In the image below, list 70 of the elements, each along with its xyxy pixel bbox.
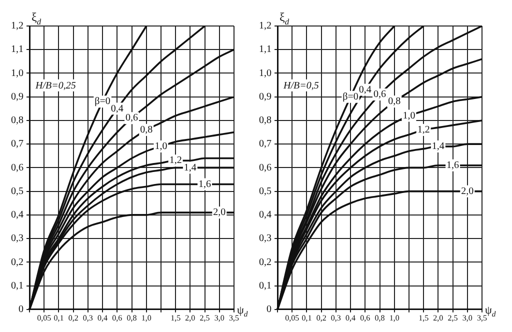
x-tick-label: 3,5 <box>477 313 487 322</box>
x-tick-label: 2,5 <box>200 313 210 322</box>
x-tick-label: 0,8 <box>374 313 385 322</box>
y-tick-label: 1,2 <box>11 20 24 32</box>
x-tick-label: 1,5 <box>418 313 429 322</box>
series-label: 1,4 <box>432 141 444 152</box>
series-label: 0,8 <box>388 96 401 108</box>
x-tick-label: 3,0 <box>214 313 224 322</box>
y-tick-label: 0,8 <box>259 115 272 126</box>
series-label: 1,4 <box>184 162 196 174</box>
series-label: 2,0 <box>213 207 226 218</box>
y-tick-label: 1,2 <box>259 20 272 32</box>
y-tick-label: 1,1 <box>11 44 24 56</box>
y-tick-label: 0,9 <box>11 91 24 102</box>
x-tick-label: 0,1 <box>54 313 64 322</box>
x-tick-label: 0,8 <box>126 313 137 322</box>
annotation: H/B=0,25 <box>34 80 76 92</box>
series-label: 0,4 <box>110 103 124 114</box>
x-tick-label: 0,2 <box>68 313 78 322</box>
series-label: 2,0 <box>461 186 474 197</box>
y-tick-label: 0,2 <box>11 256 24 268</box>
series-label: 0,6 <box>126 112 138 124</box>
y-tick-label: 0,5 <box>259 186 272 197</box>
x-tick-label: 1,0 <box>141 313 152 322</box>
y-tick-label: 0,1 <box>11 280 24 292</box>
y-tick-label: 0,6 <box>259 162 272 174</box>
x-tick-label: 2,0 <box>433 313 444 322</box>
series-label: 0,4 <box>358 84 372 96</box>
x-tick-label: 0,3 <box>82 313 93 322</box>
y-tick-label: 0,6 <box>11 162 24 174</box>
y-tick-label: 0,4 <box>11 210 24 221</box>
x-tick-label: 0,1 <box>302 313 312 322</box>
x-tick-label: 0,6 <box>360 313 370 322</box>
x-tick-label: 0,2 <box>316 313 326 322</box>
y-tick-label: 0,8 <box>11 115 24 126</box>
y-tick-label: 0,1 <box>259 280 272 292</box>
series-label: 0,8 <box>140 124 153 136</box>
y-tick-label: 0,7 <box>259 138 272 150</box>
y-tick-label: 0,3 <box>11 233 24 244</box>
y-tick-label: 1,0 <box>259 68 272 79</box>
x-tick-label: 2,5 <box>448 313 458 322</box>
x-tick-label: 0,3 <box>330 313 341 322</box>
x-tick-label: 0,05 <box>285 313 300 322</box>
series-label: 1,6 <box>198 178 212 190</box>
y-tick-label: 0 <box>266 304 272 316</box>
x-tick-label: 3,0 <box>462 313 472 322</box>
series-label: 1,2 <box>417 124 430 136</box>
y-tick-label: 0,5 <box>11 186 24 197</box>
x-tick-label: 1,5 <box>170 313 181 322</box>
y-tick-label: 0,3 <box>259 233 272 244</box>
y-tick-label: 1,1 <box>259 44 272 56</box>
series-label: 1,6 <box>446 160 460 171</box>
series-label: 1,2 <box>169 155 182 166</box>
x-tick-label: 0,6 <box>112 313 122 322</box>
x-tick-label: 0,05 <box>37 313 52 322</box>
x-tick-label: 0,4 <box>346 313 356 322</box>
y-tick-label: 0 <box>18 304 24 316</box>
y-tick-label: 0,2 <box>259 256 272 268</box>
x-tick-label: 3,5 <box>229 313 239 322</box>
y-tick-label: 0,4 <box>259 210 272 221</box>
x-tick-label: 1,0 <box>389 313 400 322</box>
y-tick-label: 0,7 <box>11 138 24 150</box>
y-tick-label: 0,9 <box>259 91 272 102</box>
annotation: H/B=0,5 <box>282 80 319 92</box>
x-tick-label: 0,4 <box>98 313 108 322</box>
series-label: 1,0 <box>402 110 416 122</box>
x-tick-label: 2,0 <box>185 313 196 322</box>
series-label: 1,0 <box>154 141 168 152</box>
y-tick-label: 1,0 <box>11 68 24 79</box>
series-label: 0,6 <box>374 89 386 100</box>
